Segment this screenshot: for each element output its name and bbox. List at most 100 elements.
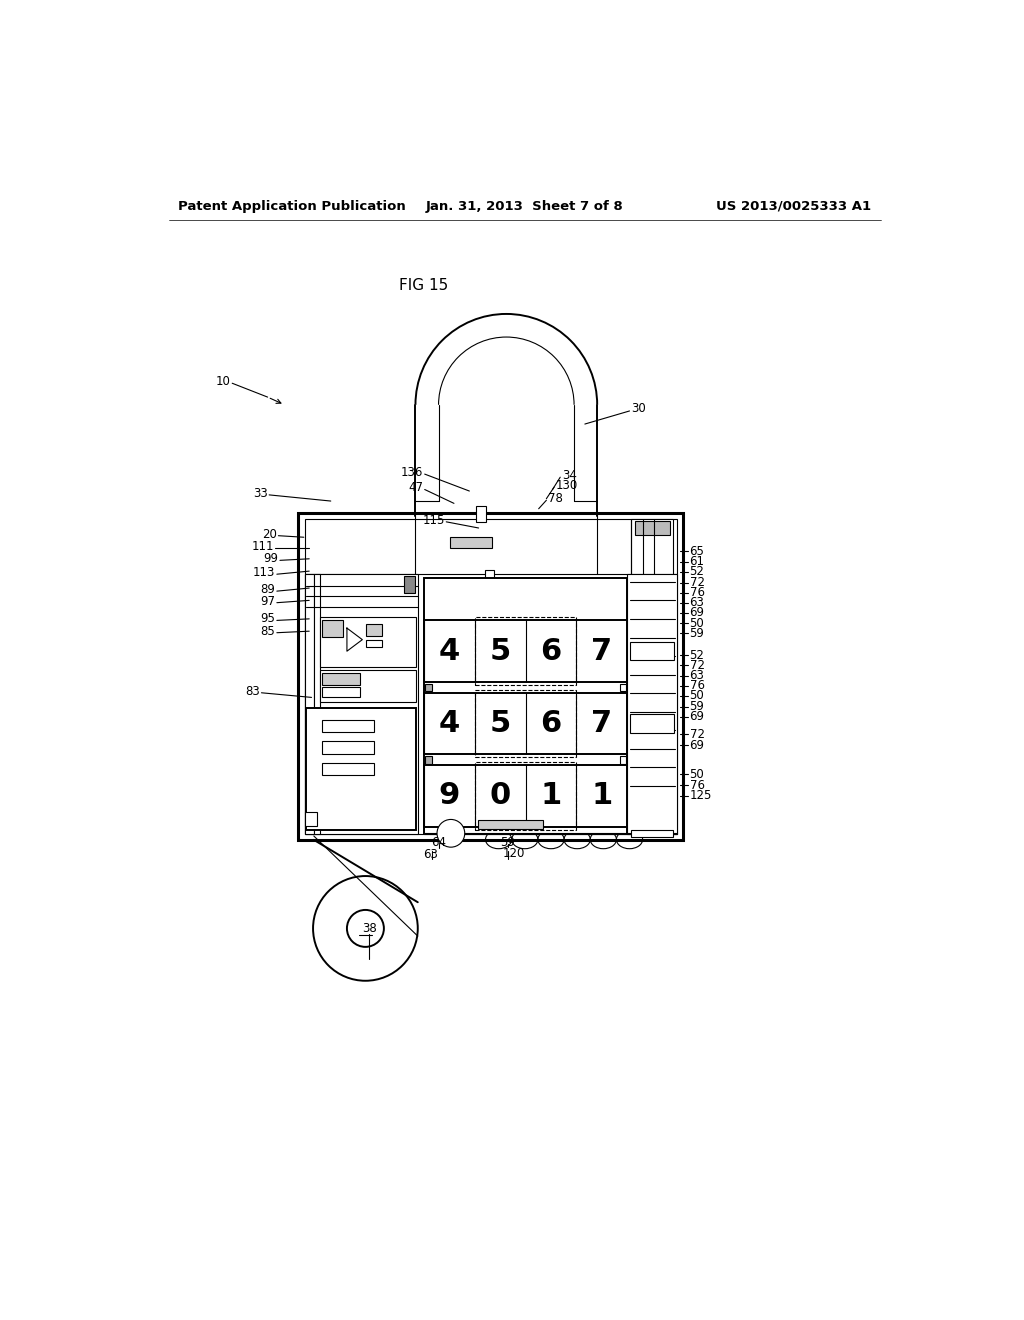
Bar — [322, 719, 374, 733]
Text: 76: 76 — [689, 586, 705, 599]
Text: 50: 50 — [689, 616, 705, 630]
Bar — [313, 574, 319, 834]
Bar — [298, 512, 683, 840]
Text: 72: 72 — [689, 659, 705, 672]
Bar — [425, 684, 432, 692]
Text: 50: 50 — [689, 689, 705, 702]
Text: 0: 0 — [489, 781, 511, 810]
Text: 52: 52 — [689, 565, 705, 578]
Bar — [631, 714, 674, 733]
Bar — [620, 756, 626, 763]
Bar — [484, 570, 494, 591]
Bar — [304, 574, 313, 834]
Bar — [367, 624, 382, 636]
Bar — [306, 708, 416, 830]
Bar — [475, 507, 486, 521]
Text: 97: 97 — [260, 594, 275, 607]
Bar — [322, 619, 343, 636]
Text: 136: 136 — [400, 466, 423, 479]
Text: 6: 6 — [541, 636, 561, 665]
Bar — [451, 537, 493, 548]
Text: 1: 1 — [541, 781, 561, 810]
Bar — [424, 620, 628, 682]
Text: 113: 113 — [253, 566, 275, 579]
Text: 7: 7 — [591, 636, 612, 665]
Text: 69: 69 — [689, 739, 705, 751]
Text: 72: 72 — [689, 727, 705, 741]
Circle shape — [313, 876, 418, 981]
Bar — [635, 521, 670, 535]
Bar — [319, 669, 416, 702]
Text: 76: 76 — [689, 680, 705, 693]
Text: 111: 111 — [251, 540, 273, 553]
Bar — [475, 618, 577, 685]
Text: Patent Application Publication: Patent Application Publication — [178, 199, 407, 213]
Text: FIG 15: FIG 15 — [398, 279, 447, 293]
Text: 72: 72 — [689, 576, 705, 589]
Text: 64: 64 — [431, 836, 446, 849]
Text: 47: 47 — [409, 482, 423, 495]
Text: 6: 6 — [541, 709, 561, 738]
Circle shape — [347, 909, 384, 946]
Bar — [620, 684, 626, 692]
Text: 5: 5 — [489, 709, 511, 738]
Circle shape — [437, 820, 465, 847]
Bar — [322, 742, 374, 754]
Text: 4: 4 — [438, 636, 460, 665]
Text: 89: 89 — [260, 583, 275, 597]
Text: 1: 1 — [591, 781, 612, 810]
Text: 69: 69 — [689, 606, 705, 619]
Text: 78: 78 — [548, 492, 563, 506]
Text: 76: 76 — [689, 779, 705, 792]
Bar — [403, 576, 416, 593]
Text: 61: 61 — [689, 556, 705, 569]
Text: 59: 59 — [689, 700, 705, 713]
Bar — [304, 574, 418, 834]
Bar — [631, 830, 674, 837]
Bar — [322, 673, 360, 685]
Text: 65: 65 — [689, 545, 705, 557]
Text: 115: 115 — [422, 513, 444, 527]
Bar — [424, 578, 628, 834]
Text: 69: 69 — [689, 710, 705, 723]
Text: 130: 130 — [556, 479, 578, 492]
Text: 63: 63 — [689, 597, 705, 610]
Text: 50: 50 — [689, 768, 705, 781]
Bar — [628, 574, 677, 834]
Bar — [475, 762, 577, 830]
Text: 4: 4 — [438, 709, 460, 738]
Text: Jan. 31, 2013  Sheet 7 of 8: Jan. 31, 2013 Sheet 7 of 8 — [426, 199, 624, 213]
Bar — [425, 756, 432, 763]
Text: 7: 7 — [591, 709, 612, 738]
Text: 95: 95 — [260, 612, 275, 626]
Text: 125: 125 — [689, 789, 712, 803]
Bar — [322, 763, 374, 775]
Text: 5: 5 — [489, 636, 511, 665]
Bar — [478, 820, 544, 829]
Text: 59: 59 — [689, 627, 705, 640]
Bar — [304, 812, 316, 826]
Text: 20: 20 — [262, 528, 276, 541]
Bar — [424, 693, 628, 755]
Text: 34: 34 — [562, 469, 577, 482]
Bar — [475, 689, 577, 758]
Bar — [367, 640, 382, 647]
Text: 30: 30 — [631, 403, 646, 416]
Text: 9: 9 — [438, 781, 460, 810]
Text: 63: 63 — [423, 847, 438, 861]
Text: 63: 63 — [689, 669, 705, 682]
Bar — [424, 766, 628, 826]
Text: 10: 10 — [216, 375, 230, 388]
Text: 59: 59 — [501, 836, 515, 849]
Bar — [631, 642, 674, 660]
Text: 85: 85 — [260, 624, 275, 638]
Polygon shape — [347, 628, 362, 651]
Text: 33: 33 — [253, 487, 267, 500]
Bar — [319, 616, 416, 667]
Bar — [304, 519, 677, 834]
Text: 120: 120 — [503, 847, 525, 861]
Text: 38: 38 — [361, 921, 377, 935]
Text: 99: 99 — [263, 552, 279, 565]
Bar — [631, 519, 674, 574]
Text: 83: 83 — [245, 685, 260, 698]
